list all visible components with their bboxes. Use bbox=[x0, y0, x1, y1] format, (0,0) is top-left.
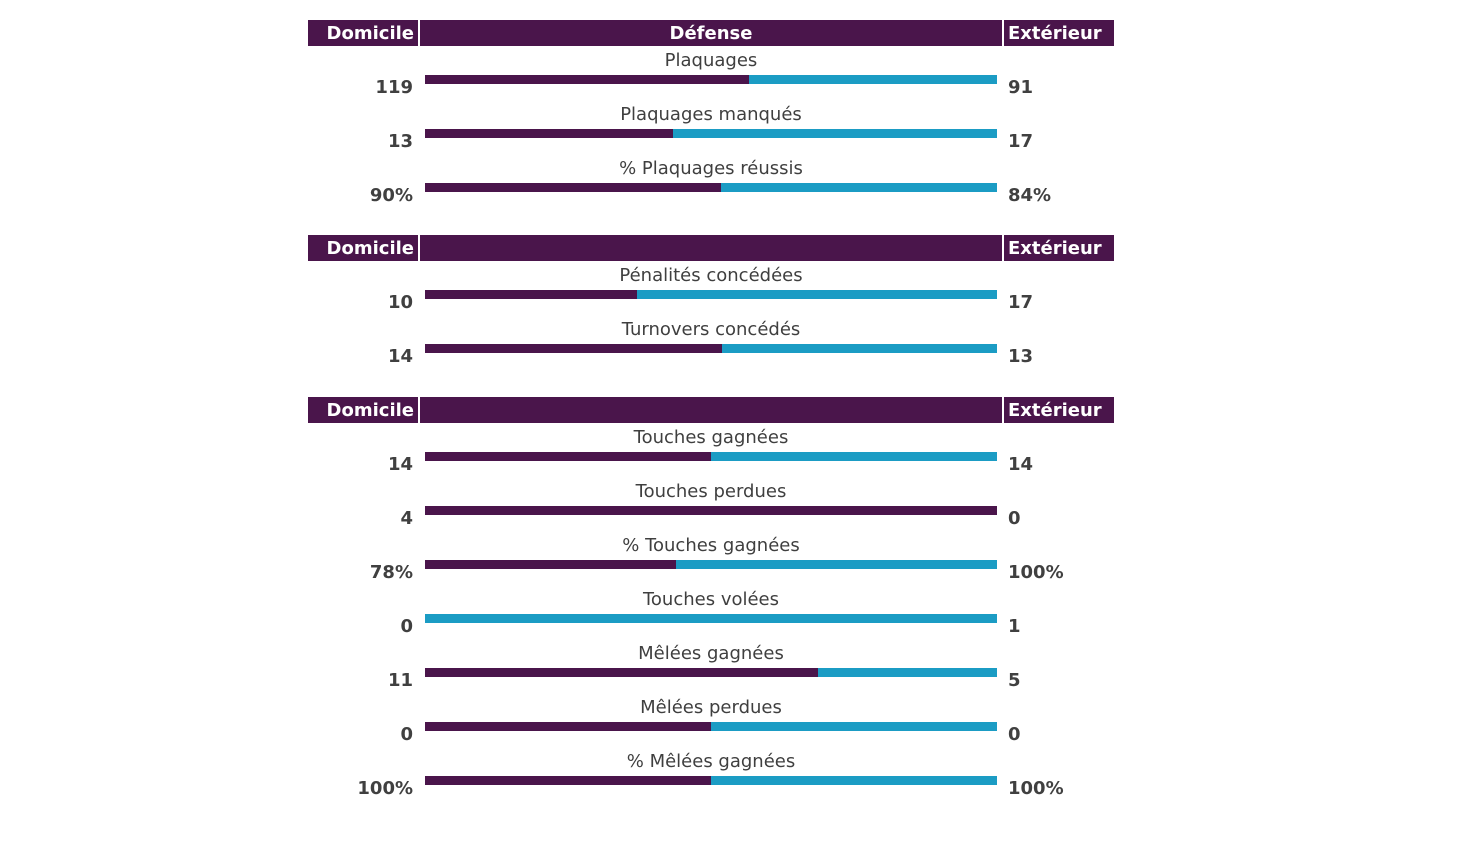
away-value: 91 bbox=[1008, 77, 1034, 98]
stat-bar bbox=[425, 129, 997, 138]
home-value: 14 bbox=[387, 346, 413, 367]
stat-label: Mêlées gagnées bbox=[638, 643, 784, 664]
stat-bar bbox=[425, 344, 997, 353]
header-section-title bbox=[420, 397, 1002, 423]
bar-segment-away bbox=[721, 344, 997, 353]
bar-segment-away bbox=[672, 129, 997, 138]
bar-segment-home bbox=[425, 290, 637, 299]
home-value: 119 bbox=[375, 77, 413, 98]
stat-bar bbox=[425, 560, 997, 569]
bar-segment-home bbox=[425, 722, 711, 731]
away-value: 0 bbox=[1008, 724, 1021, 745]
home-value: 13 bbox=[387, 131, 413, 152]
home-value: 10 bbox=[387, 292, 413, 313]
away-value: 13 bbox=[1008, 346, 1034, 367]
bar-segment-away bbox=[425, 614, 997, 623]
home-value: 4 bbox=[400, 508, 413, 529]
bar-segment-home bbox=[425, 776, 711, 785]
header-away-label: Extérieur bbox=[1004, 397, 1114, 423]
bar-segment-home bbox=[425, 560, 676, 569]
bar-segment-away bbox=[711, 776, 997, 785]
away-value: 0 bbox=[1008, 508, 1021, 529]
stat-bar bbox=[425, 614, 997, 623]
stat-label: Touches volées bbox=[642, 589, 780, 610]
stat-label: Turnovers concédés bbox=[621, 319, 801, 340]
stat-label: % Touches gagnées bbox=[622, 535, 800, 556]
stat-bar bbox=[425, 722, 997, 731]
stat-bar bbox=[425, 290, 997, 299]
away-value: 100% bbox=[1008, 562, 1064, 583]
stat-bar bbox=[425, 776, 997, 785]
bar-segment-home bbox=[425, 75, 750, 84]
header-away-label: Extérieur bbox=[1004, 20, 1114, 46]
bar-segment-home bbox=[425, 129, 673, 138]
bar-segment-home bbox=[425, 344, 722, 353]
away-value: 1 bbox=[1008, 616, 1021, 637]
bar-segment-home bbox=[425, 668, 819, 677]
bar-segment-home bbox=[425, 452, 711, 461]
away-value: 100% bbox=[1008, 778, 1064, 799]
stat-label: Plaquages manqués bbox=[620, 104, 802, 125]
bar-segment-home bbox=[425, 506, 997, 515]
bar-segment-away bbox=[818, 668, 997, 677]
home-value: 78% bbox=[369, 562, 413, 583]
stat-label: Touches gagnées bbox=[633, 427, 789, 448]
away-value: 14 bbox=[1008, 454, 1034, 475]
header-home-label: Domicile bbox=[308, 20, 418, 46]
stat-bar bbox=[425, 183, 997, 192]
stat-bar bbox=[425, 668, 997, 677]
home-value: 11 bbox=[387, 670, 413, 691]
stat-label: % Plaquages réussis bbox=[619, 158, 803, 179]
bar-segment-away bbox=[711, 722, 997, 731]
stat-label: Pénalités concédées bbox=[619, 265, 803, 286]
home-value: 90% bbox=[369, 185, 413, 206]
stat-bar bbox=[425, 452, 997, 461]
away-value: 17 bbox=[1008, 131, 1034, 152]
bar-segment-away bbox=[675, 560, 997, 569]
bar-segment-away bbox=[711, 452, 997, 461]
stat-bar bbox=[425, 75, 997, 84]
away-value: 84% bbox=[1008, 185, 1052, 206]
bar-segment-home bbox=[425, 183, 721, 192]
header-home-label: Domicile bbox=[308, 235, 418, 261]
stat-label: Mêlées perdues bbox=[640, 697, 782, 718]
stat-label: % Mêlées gagnées bbox=[626, 751, 796, 772]
home-value: 100% bbox=[357, 778, 413, 799]
away-value: 5 bbox=[1008, 670, 1021, 691]
home-value: 0 bbox=[400, 616, 413, 637]
home-value: 0 bbox=[400, 724, 413, 745]
bar-segment-away bbox=[720, 183, 997, 192]
header-away-label: Extérieur bbox=[1004, 235, 1114, 261]
stat-label: Touches perdues bbox=[635, 481, 787, 502]
home-value: 14 bbox=[387, 454, 413, 475]
header-home-label: Domicile bbox=[308, 397, 418, 423]
bar-segment-away bbox=[636, 290, 997, 299]
stat-bar bbox=[425, 506, 997, 515]
bar-segment-away bbox=[749, 75, 997, 84]
header-section-title: Défense bbox=[420, 20, 1002, 46]
header-section-title bbox=[420, 235, 1002, 261]
stat-label: Plaquages bbox=[664, 50, 758, 71]
away-value: 17 bbox=[1008, 292, 1034, 313]
